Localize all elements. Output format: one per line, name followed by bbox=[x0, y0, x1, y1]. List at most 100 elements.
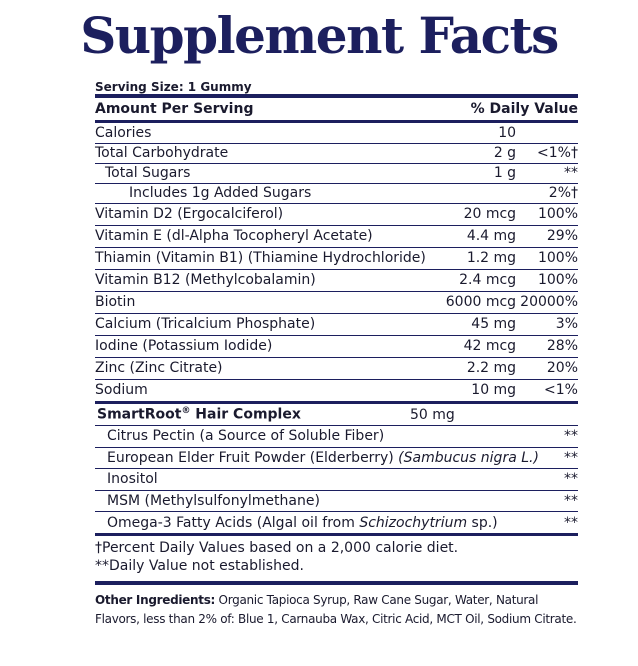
nutrient-amount bbox=[426, 183, 520, 203]
nutrient-amount: 1.2 mg bbox=[466, 250, 517, 266]
nutrient-dv: <1%† bbox=[537, 145, 578, 161]
blend-amount: 50 mg bbox=[409, 406, 455, 423]
nutrient-name: Vitamin B12 (Methylcobalamin) bbox=[95, 272, 316, 288]
blend-item-name: MSM (Methylsulfonylmethane) bbox=[95, 490, 410, 512]
table-row: Inositol ** bbox=[95, 469, 578, 491]
nutrient-name: Calcium (Tricalcium Phosphate) bbox=[95, 316, 316, 332]
nutrient-amount: 2.4 mcg bbox=[459, 272, 517, 288]
nutrient-name: Iodine (Potassium Iodide) bbox=[95, 338, 273, 354]
blend-item-text: European Elder Fruit Powder (Elderberry) bbox=[107, 449, 399, 466]
blend-item-text-after: sp.) bbox=[467, 514, 498, 531]
supplement-facts-panel: Serving Size: 1 Gummy Amount Per Serving… bbox=[95, 80, 578, 629]
nutrient-amount: 2 g bbox=[493, 145, 517, 161]
blend-item-latin: Schizochytrium bbox=[359, 514, 468, 531]
table-row: MSM (Methylsulfonylmethane) ** bbox=[95, 490, 578, 512]
blend-item-name: Inositol bbox=[95, 469, 410, 491]
daily-value-label: % Daily Value bbox=[470, 101, 578, 117]
nutrient-amount: 45 mg bbox=[471, 316, 517, 332]
blend-item-dv: ** bbox=[564, 492, 578, 509]
nutrient-dv bbox=[520, 123, 578, 143]
divider-thick bbox=[95, 581, 578, 585]
blend-item-dv: ** bbox=[564, 514, 578, 531]
table-row: Vitamin D2 (Ergocalciferol) 20 mcg 100% bbox=[95, 203, 578, 225]
blend-item-text: Citrus Pectin (a Source of Soluble Fiber… bbox=[107, 428, 385, 445]
table-row: Calcium (Tricalcium Phosphate) 45 mg 3% bbox=[95, 313, 578, 335]
other-ingredients-label: Other Ingredients: bbox=[95, 593, 216, 607]
nutrient-amount: 2.2 mg bbox=[466, 360, 517, 376]
blend-item-latin: (Sambucus nigra L.) bbox=[398, 449, 539, 466]
page-title: Supplement Facts bbox=[80, 6, 559, 65]
table-row: Vitamin E (dl-Alpha Tocopheryl Acetate) … bbox=[95, 225, 578, 247]
nutrient-dv: 100% bbox=[537, 272, 578, 288]
footnote-not-established: **Daily Value not established. bbox=[95, 558, 304, 574]
nutrient-name: Includes 1g Added Sugars bbox=[129, 185, 312, 201]
table-row: Total Sugars 1 g ** bbox=[95, 163, 578, 183]
blend-item-text: Omega-3 Fatty Acids (Algal oil from bbox=[107, 514, 360, 531]
divider-mid bbox=[95, 533, 578, 536]
nutrient-amount: 10 mg bbox=[471, 382, 517, 399]
blend-item-dv: ** bbox=[564, 428, 578, 445]
nutrient-dv: 28% bbox=[546, 338, 578, 354]
nutrient-dv: 100% bbox=[537, 250, 578, 266]
table-row: European Elder Fruit Powder (Elderberry)… bbox=[95, 447, 578, 469]
nutrient-dv: 2%† bbox=[548, 185, 578, 201]
table-row: Iodine (Potassium Iodide) 42 mcg 28% bbox=[95, 335, 578, 357]
blend-item-name: Omega-3 Fatty Acids (Algal oil from Schi… bbox=[95, 512, 539, 534]
nutrient-name: Zinc (Zinc Citrate) bbox=[95, 360, 223, 376]
blend-item-amount bbox=[410, 490, 539, 512]
table-row: Citrus Pectin (a Source of Soluble Fiber… bbox=[95, 426, 578, 448]
divider-mid bbox=[95, 401, 578, 404]
blend-item-amount bbox=[410, 426, 539, 448]
blend-item-dv: ** bbox=[564, 471, 578, 488]
nutrient-amount: 42 mcg bbox=[463, 338, 517, 354]
nutrient-dv: 100% bbox=[537, 206, 578, 222]
footnotes: †Percent Daily Values based on a 2,000 c… bbox=[95, 536, 578, 581]
table-row: Total Carbohydrate 2 g <1%† bbox=[95, 143, 578, 163]
nutrient-dv: <1% bbox=[544, 382, 578, 399]
blend-item-name: European Elder Fruit Powder (Elderberry)… bbox=[95, 447, 539, 469]
nutrient-name: Vitamin D2 (Ergocalciferol) bbox=[95, 206, 284, 222]
nutrient-amount: 6000 mcg bbox=[445, 294, 517, 310]
divider-thick bbox=[95, 94, 578, 98]
nutrient-amount: 10 bbox=[498, 124, 517, 141]
nutrient-amount: 4.4 mg bbox=[466, 228, 517, 244]
table-row: Thiamin (Vitamin B1) (Thiamine Hydrochlo… bbox=[95, 247, 578, 269]
table-row: Calories 10 bbox=[95, 123, 578, 143]
blend-item-text: MSM (Methylsulfonylmethane) bbox=[107, 492, 320, 509]
blend-item-name: Citrus Pectin (a Source of Soluble Fiber… bbox=[95, 426, 410, 448]
blend-item-dv: ** bbox=[564, 449, 578, 466]
table-row: Zinc (Zinc Citrate) 2.2 mg 20% bbox=[95, 357, 578, 379]
table-row: Vitamin B12 (Methylcobalamin) 2.4 mcg 10… bbox=[95, 269, 578, 291]
blend-item-text: Inositol bbox=[107, 471, 158, 488]
other-ingredients-text: Organic Tapioca Syrup, Raw Cane Sugar, W… bbox=[95, 593, 577, 626]
table-row: Includes 1g Added Sugars 2%† bbox=[95, 183, 578, 203]
nutrient-name: Total Carbohydrate bbox=[95, 145, 229, 161]
nutrient-table: Calories 10 Total Carbohydrate 2 g <1%† … bbox=[95, 123, 578, 401]
nutrient-amount: 20 mcg bbox=[463, 206, 517, 222]
registered-mark: ® bbox=[181, 406, 191, 417]
nutrient-name: Vitamin E (dl-Alpha Tocopheryl Acetate) bbox=[95, 228, 373, 244]
table-row: Biotin 6000 mcg 20000% bbox=[95, 291, 578, 313]
table-row: Sodium 10 mg <1% bbox=[95, 379, 578, 401]
blend-name-rest: Hair Complex bbox=[190, 406, 301, 423]
blend-header-row: SmartRoot® Hair Complex 50 mg bbox=[95, 404, 578, 426]
blend-name-text: SmartRoot bbox=[97, 406, 182, 423]
blend-name: SmartRoot® Hair Complex bbox=[95, 404, 410, 426]
footnote-percent: †Percent Daily Values based on a 2,000 c… bbox=[95, 540, 459, 556]
table-row: Omega-3 Fatty Acids (Algal oil from Schi… bbox=[95, 512, 578, 534]
amount-per-serving-label: Amount Per Serving bbox=[95, 101, 254, 117]
nutrient-name: Biotin bbox=[95, 294, 136, 310]
nutrient-dv: 20000% bbox=[520, 294, 578, 310]
blend-dv-empty bbox=[539, 404, 578, 426]
nutrient-amount: 1 g bbox=[493, 165, 517, 181]
nutrient-dv: ** bbox=[564, 165, 578, 181]
nutrient-name: Thiamin (Vitamin B1) (Thiamine Hydrochlo… bbox=[95, 250, 426, 266]
divider-mid bbox=[95, 120, 578, 123]
serving-size: Serving Size: 1 Gummy bbox=[95, 80, 252, 94]
other-ingredients: Other Ingredients: Organic Tapioca Syrup… bbox=[95, 585, 578, 629]
blend-item-amount bbox=[410, 469, 539, 491]
column-header: Amount Per Serving % Daily Value bbox=[95, 98, 578, 120]
nutrient-dv: 29% bbox=[546, 228, 578, 244]
nutrient-dv: 20% bbox=[546, 360, 578, 376]
blend-table: SmartRoot® Hair Complex 50 mg Citrus Pec… bbox=[95, 404, 578, 533]
